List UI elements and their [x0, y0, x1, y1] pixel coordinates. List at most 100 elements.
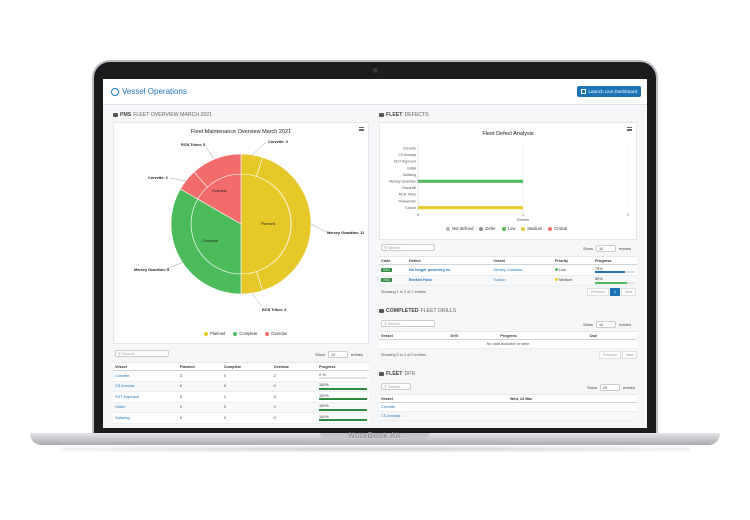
- progress-fill: [319, 408, 367, 411]
- col-defect[interactable]: Defect: [407, 256, 492, 265]
- leader-line: [205, 146, 215, 160]
- drills-search-input[interactable]: ⚲ Search:: [381, 320, 435, 327]
- col-priority[interactable]: Priority: [552, 256, 593, 265]
- pager-previous[interactable]: Previous: [587, 288, 609, 296]
- col-due[interactable]: Due: [587, 331, 637, 340]
- pager-next[interactable]: Next: [620, 288, 637, 296]
- col-drill[interactable]: Drill: [448, 331, 499, 340]
- table-row: 0001 No longer powering on Mersey Guardian…: [379, 264, 637, 276]
- pms-length-select[interactable]: 10: [328, 351, 349, 358]
- table-row: 0002 Broken Hose Tucson Medium 80%: [379, 275, 637, 286]
- launch-live-dashboard-button[interactable]: Launch Live Dashboard: [577, 86, 641, 97]
- y-category-label: CS Armada: [398, 153, 416, 157]
- vessel-link[interactable]: Ghibli: [113, 402, 178, 413]
- show-label: Show: [315, 352, 326, 357]
- dpr-panel-title: FLEET DPR: [379, 371, 415, 377]
- dpr-row-vessel[interactable]: Corvette: [379, 402, 508, 412]
- col-progress[interactable]: Progress: [317, 362, 369, 371]
- col-vessel[interactable]: Vessel: [379, 394, 508, 403]
- dpr-search-input[interactable]: ⚲ Search:: [381, 383, 411, 390]
- complete-cell: 1: [221, 391, 272, 403]
- priority-label: Medium: [558, 278, 573, 283]
- dpr-length-select[interactable]: 25: [600, 384, 621, 391]
- show-label: Show: [583, 246, 594, 251]
- dpr-table: Vessel Wed, 24 Mar Corvette CS Armada: [379, 394, 637, 421]
- progress-bar: [595, 281, 635, 284]
- pager-page-1[interactable]: 1: [609, 288, 620, 296]
- external-link-icon: [581, 89, 587, 94]
- col-date[interactable]: Wed, 24 Mar: [508, 394, 637, 403]
- inner-label-planned: Planned: [261, 222, 275, 226]
- vessel-link[interactable]: EDT Argonaut: [113, 391, 178, 403]
- progress-fill: [595, 271, 625, 273]
- pager-next[interactable]: Next: [621, 351, 638, 359]
- progress-cell: 75%: [593, 264, 637, 276]
- progress-cell: 80%: [593, 275, 637, 286]
- chart-menu-icon[interactable]: [627, 127, 632, 131]
- leader-line: [165, 261, 185, 270]
- length-value: 25: [603, 385, 608, 390]
- pms-title-bold: PMS: [120, 112, 132, 118]
- drills-length-select[interactable]: 10: [596, 321, 617, 328]
- col-planned[interactable]: Planned: [177, 362, 222, 371]
- outer-slice-triton-overdue[interactable]: [193, 153, 242, 188]
- progress-text: 75%: [595, 266, 603, 271]
- legend-item-not-defined[interactable]: Not defined: [446, 226, 473, 231]
- dpr-cell: [508, 411, 637, 421]
- length-value: 10: [599, 322, 604, 327]
- defect-link[interactable]: Broken Hose: [407, 275, 492, 286]
- col-complete[interactable]: Complete: [221, 362, 272, 371]
- priority-cell: Low: [552, 264, 593, 276]
- vessel-link[interactable]: Tucson: [491, 275, 553, 286]
- col-vessel[interactable]: Vessel: [491, 256, 553, 265]
- defects-pager: Previous 1 Next: [587, 288, 637, 296]
- col-progress[interactable]: Progress: [593, 256, 637, 265]
- outer-slice-mersey-planned[interactable]: [256, 157, 312, 291]
- dpr-title-light: DPR: [404, 371, 416, 377]
- col-progress[interactable]: Progress: [498, 331, 588, 340]
- legend-item-overdue[interactable]: Overdue: [265, 331, 287, 336]
- pms-search-input[interactable]: ⚲ Search:: [115, 350, 169, 357]
- empty-table-message: No data available in table: [379, 339, 637, 349]
- legend-item-critical[interactable]: Critical: [548, 226, 567, 231]
- defects-chart-card: Fleet Defect Analysis 0 1 2 Defects Corvette…: [379, 122, 637, 240]
- legend-item-low[interactable]: Low: [501, 226, 515, 231]
- app-title[interactable]: Vessel Operations: [111, 87, 187, 96]
- progress-bar: [319, 387, 367, 390]
- legend-item-complete[interactable]: Complete: [233, 331, 257, 336]
- legend-item-medium[interactable]: Medium: [521, 226, 542, 231]
- col-vessel[interactable]: Vessel: [113, 362, 178, 371]
- legend-dot: [204, 331, 208, 336]
- planned-cell: 0: [177, 402, 222, 413]
- defects-search-input[interactable]: ⚲ Search:: [381, 244, 435, 251]
- defects-bar-chart: 0 1 2 Defects Corvette CS Armada EDT Argonaut G…: [389, 145, 629, 222]
- progress-fill: [319, 387, 367, 390]
- outer-label-triton-5: RCN Triton: 5: [181, 143, 205, 147]
- complete-cell: 0: [221, 402, 272, 413]
- legend-label: Not defined: [452, 226, 474, 231]
- pager-previous[interactable]: Previous: [599, 351, 621, 359]
- x-tick-label: 0: [417, 213, 419, 217]
- vessel-link[interactable]: Gullwing: [113, 412, 178, 424]
- pms-chart-title: Fleet Maintenance Overview March 2021: [190, 129, 292, 135]
- legend-item-planned[interactable]: Planned: [204, 331, 225, 336]
- overdue-cell: 0: [271, 391, 317, 403]
- vessel-link[interactable]: Corvette: [113, 370, 178, 382]
- chart-menu-icon[interactable]: [359, 127, 364, 131]
- progress-cell: 100%: [317, 402, 369, 413]
- vessel-link[interactable]: CS Armada: [113, 381, 178, 392]
- outer-label-mersey-11: Mersey Guardian: 11: [327, 231, 364, 235]
- col-vessel[interactable]: Vessel: [379, 331, 449, 340]
- search-icon: ⚲: [384, 322, 388, 326]
- col-code[interactable]: Code: [379, 256, 408, 265]
- y-category-label: Gullwing: [403, 173, 416, 177]
- col-overdue[interactable]: Overdue: [271, 362, 317, 371]
- defects-length-select[interactable]: 10: [596, 245, 617, 252]
- legend-item-defer[interactable]: Defer: [479, 226, 496, 231]
- dpr-row-vessel[interactable]: CS Armada: [379, 411, 508, 421]
- outer-slice-mersey-complete[interactable]: [170, 188, 242, 295]
- pms-chart-card: Fleet Maintenance Overview March 2021 Pl…: [113, 122, 369, 344]
- drills-title-light: FLEET DRILLS: [420, 308, 457, 314]
- vessel-link[interactable]: Mersey Guardian: [491, 264, 553, 276]
- defect-link[interactable]: No longer powering on: [407, 264, 492, 276]
